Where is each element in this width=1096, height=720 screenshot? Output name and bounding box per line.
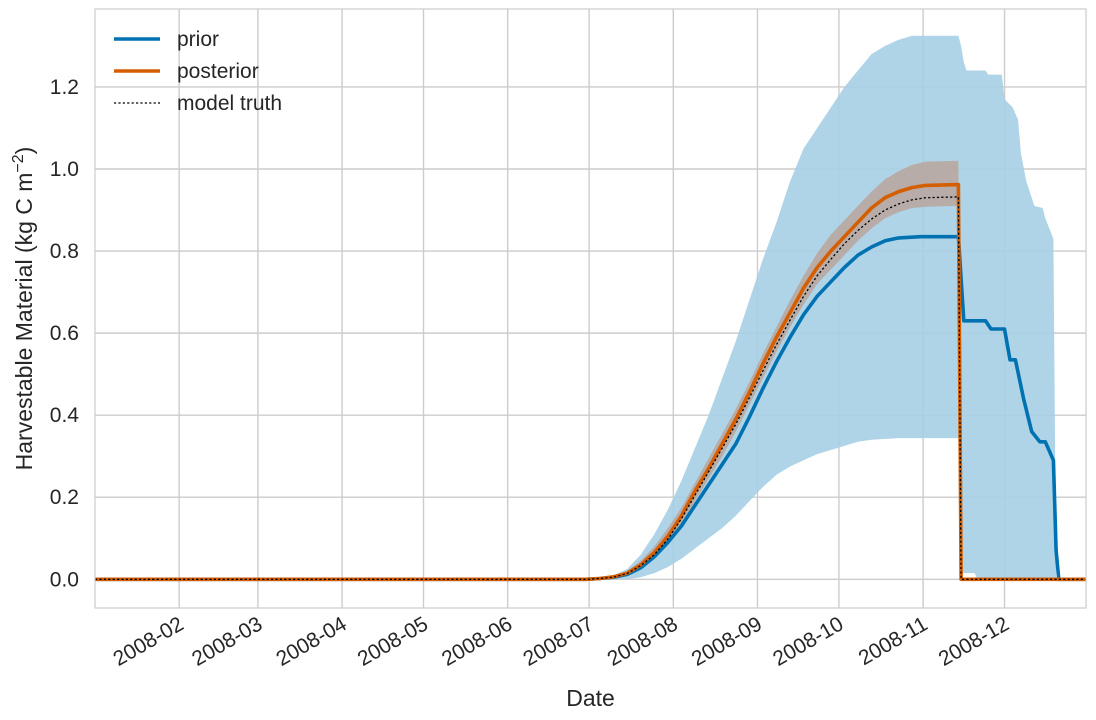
x-tick-labels: 2008-02 2008-03 2008-04 2008-05 2008-06 2008-…	[109, 612, 1013, 671]
x-tick-label: 2008-04	[272, 612, 351, 671]
x-tick-label: 2008-03	[188, 612, 266, 670]
legend-label-posterior: posterior	[177, 60, 259, 83]
x-tick-label: 2008-12	[935, 612, 1013, 670]
x-tick-label: 2008-11	[855, 612, 932, 670]
y-axis-label-superscript: −2	[10, 154, 27, 172]
x-tick-label: 2008-06	[438, 612, 516, 670]
x-tick-label: 2008-07	[519, 612, 597, 670]
y-axis-label-main: Harvestable Material (kg C m	[11, 173, 37, 471]
y-tick-label: 0.4	[50, 404, 80, 427]
series-lines	[95, 182, 1086, 582]
x-tick-label: 2008-08	[604, 612, 682, 670]
legend-label-model-truth: model truth	[177, 92, 282, 115]
y-axis-label: Harvestable Material (kg C m−2)	[10, 147, 37, 471]
x-tick-label: 2008-09	[688, 612, 766, 670]
y-tick-label: 0.0	[50, 568, 79, 591]
y-tick-label: 0.6	[50, 322, 79, 345]
y-axis-label-close: )	[11, 147, 37, 155]
x-axis-label: Date	[566, 685, 615, 711]
y-tick-label: 0.2	[50, 486, 79, 509]
x-tick-label: 2008-05	[354, 612, 432, 670]
x-tick-label: 2008-10	[769, 612, 847, 670]
y-tick-labels: 0.0 0.2 0.4 0.6 0.8 1.0 1.2	[50, 76, 80, 591]
prior-line	[95, 234, 1086, 582]
legend-label-prior: prior	[177, 28, 219, 51]
x-tick-label: 2008-02	[109, 612, 187, 670]
plot-frame	[94, 8, 1087, 609]
y-tick-label: 1.2	[50, 76, 79, 99]
prior-uncertainty-band	[95, 35, 1086, 580]
y-tick-label: 0.8	[50, 240, 79, 263]
y-tick-label: 1.0	[50, 158, 79, 181]
model-truth-line	[95, 196, 1086, 580]
uncertainty-bands	[95, 35, 1086, 580]
legend: prior posterior model truth	[114, 28, 282, 115]
